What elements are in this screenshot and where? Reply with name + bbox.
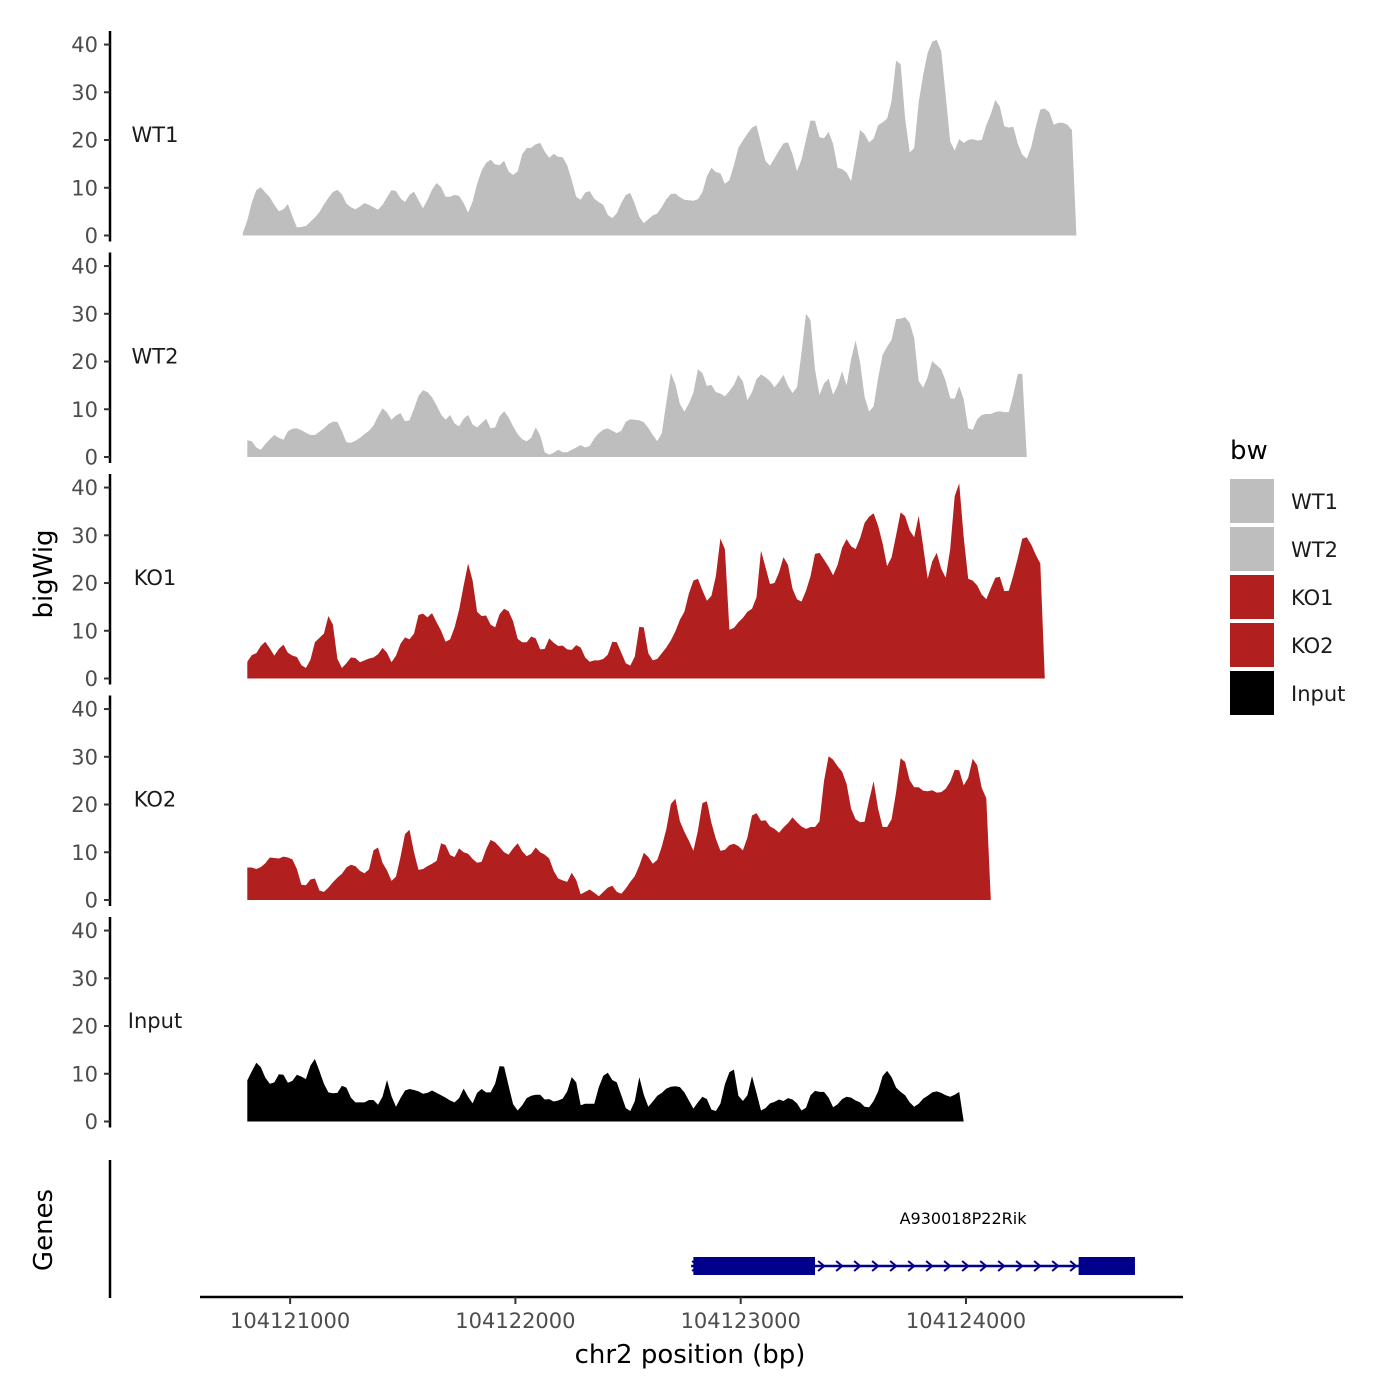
strand-arrow-icon: [871, 1260, 880, 1272]
signal-area-wt2: [247, 313, 1027, 457]
x-tick-label: 104122000: [455, 1309, 575, 1333]
y-tick-label: 10: [71, 176, 98, 200]
y-tick-label: 30: [71, 302, 98, 326]
x-tick-label: 104124000: [906, 1309, 1026, 1333]
strand-arrow-icon: [835, 1260, 844, 1272]
y-tick-label: 30: [71, 745, 98, 769]
y-tick-label: 20: [71, 1015, 98, 1039]
signal-area-ko2: [247, 756, 991, 900]
y-tick-label: 20: [71, 350, 98, 374]
y-tick-label: 40: [71, 698, 98, 722]
y-tick-label: 30: [71, 81, 98, 105]
y-tick-label: 20: [71, 793, 98, 817]
y-tick-label: 40: [71, 33, 98, 57]
track-wt1: 0 10 20 30 40 WT1: [71, 31, 1077, 248]
y-axis-title: bigWig: [29, 529, 59, 618]
y-tick-label: 10: [71, 841, 98, 865]
legend-label: KO2: [1291, 634, 1334, 658]
y-tick-label: 30: [71, 524, 98, 548]
y-tick-label: 10: [71, 1062, 98, 1086]
legend-label: KO1: [1291, 586, 1334, 610]
legend-swatch: [1230, 671, 1274, 715]
legend-swatch: [1230, 575, 1274, 619]
legend-item-wt2: WT2: [1230, 527, 1338, 571]
legend-swatch: [1230, 623, 1274, 667]
track-label: KO1: [134, 566, 177, 590]
y-tick-label: 40: [71, 255, 98, 279]
y-tick-label: 0: [85, 446, 98, 470]
legend-swatch: [1230, 479, 1274, 523]
y-tick-label: 10: [71, 398, 98, 422]
strand-arrow-icon: [943, 1260, 952, 1272]
strand-arrow-icon: [853, 1260, 862, 1272]
strand-arrow-icon: [997, 1260, 1006, 1272]
y-tick-label: 20: [71, 129, 98, 153]
legend-item-ko1: KO1: [1230, 575, 1334, 619]
legend-title: bw: [1230, 436, 1268, 466]
legend-item-wt1: WT1: [1230, 479, 1338, 523]
x-tick-label: 104121000: [230, 1309, 350, 1333]
strand-arrow-icon: [1033, 1260, 1042, 1272]
y-tick-label: 0: [85, 1110, 98, 1134]
legend-item-input: Input: [1230, 671, 1345, 715]
y-tick-label: 0: [85, 889, 98, 913]
track-input: 0 10 20 30 40 Input: [71, 917, 964, 1134]
genes-panel: A930018P22Rik: [108, 1160, 1135, 1298]
strand-arrow-icon: [979, 1260, 988, 1272]
x-axis-title: chr2 position (bp): [575, 1340, 806, 1370]
gene-exon: [693, 1257, 816, 1275]
gene-label: A930018P22Rik: [900, 1209, 1028, 1228]
track-ko2: 0 10 20 30 40 KO2: [71, 695, 991, 913]
strand-arrow-icon: [1015, 1260, 1024, 1272]
tracks-layer: 0 10 20 30 40 WT1 0 10 20 30 40 WT2 0 10 20 30 40 KO1 0 10 2…: [71, 31, 1077, 1134]
strand-arrow-icon: [889, 1260, 898, 1272]
strand-arrow-icon: [961, 1260, 970, 1272]
track-label: Input: [128, 1009, 182, 1033]
signal-area-ko1: [247, 483, 1045, 679]
y-tick-label: 20: [71, 572, 98, 596]
legend-swatch: [1230, 527, 1274, 571]
track-label: WT2: [132, 345, 179, 369]
x-tick-label: 104123000: [681, 1309, 801, 1333]
y-tick-label: 40: [71, 919, 98, 943]
signal-area-input: [247, 1059, 964, 1122]
strand-arrow-icon: [907, 1260, 916, 1272]
strand-arrow-icon: [1051, 1260, 1060, 1272]
y-tick-label: 10: [71, 619, 98, 643]
y-tick-label: 30: [71, 967, 98, 991]
legend-label: WT2: [1291, 538, 1338, 562]
gene-exon: [1078, 1257, 1135, 1275]
strand-arrow-icon: [817, 1260, 826, 1272]
y-tick-label: 0: [85, 224, 98, 248]
strand-arrow-icon: [925, 1260, 934, 1272]
y-tick-label: 40: [71, 476, 98, 500]
signal-area-wt1: [242, 39, 1077, 236]
legend: WT1 WT2 KO1 KO2 Input: [1230, 479, 1345, 715]
legend-item-ko2: KO2: [1230, 623, 1334, 667]
track-ko1: 0 10 20 30 40 KO1: [71, 474, 1045, 691]
x-axis: 104121000 104122000 104123000 104124000: [200, 1295, 1183, 1333]
gene-a930018p22rik: A930018P22Rik: [691, 1209, 1135, 1275]
genes-axis-title: Genes: [29, 1189, 59, 1271]
track-label: WT1: [132, 123, 179, 147]
strand-arrow-icon: [1069, 1260, 1078, 1272]
track-label: KO2: [134, 788, 177, 812]
legend-label: Input: [1291, 682, 1345, 706]
y-tick-label: 0: [85, 667, 98, 691]
legend-label: WT1: [1291, 490, 1338, 514]
track-wt2: 0 10 20 30 40 WT2: [71, 252, 1027, 470]
